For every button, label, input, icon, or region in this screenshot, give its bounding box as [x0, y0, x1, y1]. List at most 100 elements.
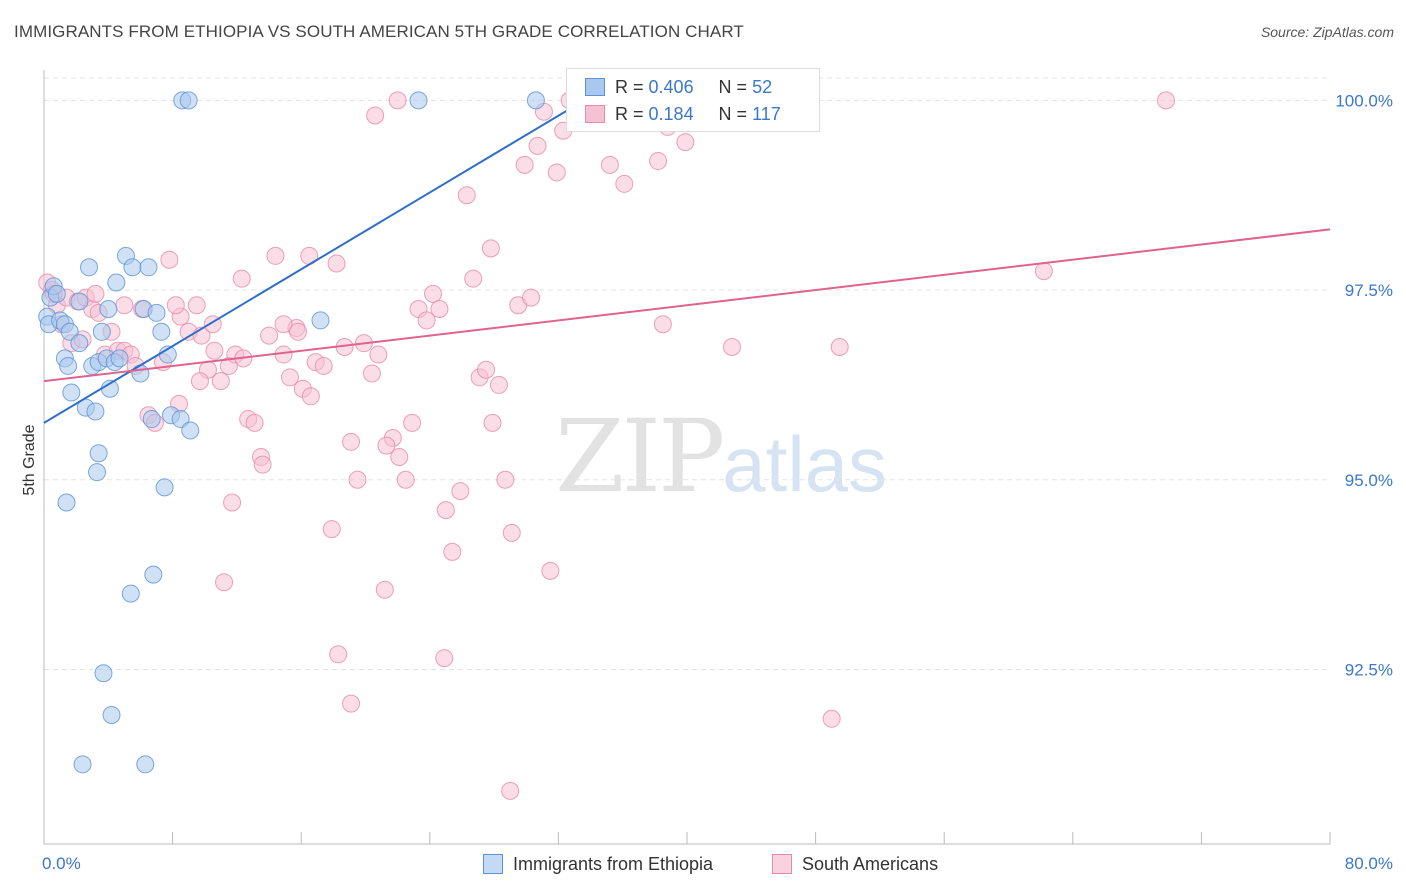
y-tick-label: 100.0% [1335, 91, 1393, 110]
point-south-americans [362, 364, 381, 383]
point-south-americans [1157, 91, 1176, 110]
point-south-americans [301, 387, 320, 406]
point-ethiopia [89, 444, 108, 463]
legend-row-south-americans: R = 0.184 N = 117 [585, 102, 781, 126]
point-south-americans [403, 413, 422, 432]
point-ethiopia [70, 292, 89, 311]
point-south-americans [496, 470, 515, 489]
bottom-legend-label-south-americans: South Americans [802, 853, 939, 874]
point-south-americans [388, 91, 407, 110]
bottom-legend-swatch-south-americans [772, 854, 792, 874]
point-south-americans [515, 155, 534, 174]
point-ethiopia [86, 402, 105, 421]
point-south-americans [390, 448, 409, 466]
point-south-americans [288, 322, 307, 341]
point-south-americans [266, 246, 285, 265]
point-south-americans [245, 413, 264, 432]
point-south-americans [676, 133, 695, 152]
point-south-americans [369, 345, 388, 364]
zipatlas-watermark: ZIPatlas [555, 398, 887, 515]
trendline-ethiopia [43, 99, 585, 424]
point-ethiopia [526, 91, 545, 110]
correlation-legend: R = 0.406 N = 52 R = 0.184 N = 117 [566, 68, 820, 132]
point-ethiopia [73, 755, 92, 774]
point-ethiopia [123, 258, 142, 277]
point-ethiopia [142, 410, 161, 429]
legend-r-label: R = [615, 76, 644, 97]
point-south-americans [1034, 262, 1053, 281]
point-ethiopia [99, 300, 118, 319]
legend-n-value: 117 [752, 103, 781, 124]
y-tick-label: 92.5% [1345, 660, 1393, 679]
point-ethiopia [62, 383, 81, 402]
point-ethiopia [409, 91, 428, 110]
legend-n-value: 52 [752, 76, 773, 97]
point-ethiopia [70, 334, 89, 353]
point-ethiopia [144, 565, 163, 584]
point-south-americans [822, 709, 841, 728]
point-south-americans [723, 337, 742, 356]
point-south-americans [483, 413, 502, 432]
point-south-americans [211, 372, 230, 391]
point-south-americans [489, 375, 508, 394]
point-south-americans [528, 136, 547, 155]
point-south-americans [436, 501, 455, 520]
point-south-americans [342, 694, 361, 713]
legend-swatch-ethiopia [585, 78, 605, 96]
point-ethiopia [110, 349, 129, 368]
point-south-americans [522, 288, 541, 307]
legend-r-value: 0.406 [648, 76, 694, 97]
watermark-zip: ZIP [555, 398, 725, 515]
point-south-americans [260, 326, 279, 345]
point-south-americans [457, 186, 476, 205]
legend-r-label: R = [615, 103, 644, 124]
point-south-americans [501, 781, 520, 800]
point-ethiopia [88, 463, 107, 482]
legend-swatch-south-americans [585, 105, 605, 123]
point-south-americans [417, 311, 436, 330]
legend-row-ethiopia: R = 0.406 N = 52 [585, 75, 772, 99]
point-south-americans [600, 155, 619, 174]
point-south-americans [435, 649, 454, 668]
trendline-south-americans [43, 228, 1331, 383]
point-south-americans [375, 580, 394, 599]
point-south-americans [430, 300, 449, 319]
point-south-americans [653, 315, 672, 334]
point-south-americans [232, 269, 251, 288]
point-south-americans [464, 269, 483, 288]
point-south-americans [377, 436, 396, 455]
y-tick-label: 97.5% [1345, 281, 1393, 300]
point-south-americans [205, 341, 224, 360]
point-ethiopia [47, 284, 66, 303]
point-south-americans [329, 645, 348, 664]
point-south-americans [481, 239, 500, 258]
bottom-legend-label-ethiopia: Immigrants from Ethiopia [513, 853, 714, 874]
point-south-americans [502, 523, 521, 542]
point-south-americans [443, 542, 462, 561]
point-south-americans [615, 174, 634, 193]
bottom-legend-south-americans: South Americans [772, 852, 938, 876]
point-ethiopia [311, 311, 330, 330]
point-south-americans [348, 470, 367, 489]
point-south-americans [274, 315, 293, 334]
point-south-americans [342, 432, 361, 451]
point-south-americans [327, 254, 346, 273]
point-ethiopia [181, 421, 200, 440]
point-south-americans [160, 250, 179, 269]
chart-title: IMMIGRANTS FROM ETHIOPIA VS SOUTH AMERIC… [14, 22, 744, 41]
point-ethiopia [179, 91, 198, 110]
point-south-americans [830, 337, 849, 356]
point-ethiopia [152, 322, 171, 341]
point-south-americans [366, 106, 385, 125]
point-ethiopia [139, 258, 158, 277]
point-south-americans [541, 561, 560, 580]
point-south-americans [115, 296, 134, 315]
point-south-americans [451, 482, 470, 501]
point-ethiopia [94, 664, 113, 683]
bottom-legend-ethiopia: Immigrants from Ethiopia [483, 852, 713, 876]
point-ethiopia [136, 755, 155, 774]
point-south-americans [314, 356, 333, 375]
legend-n-label: N = [718, 103, 748, 124]
point-south-americans [424, 284, 443, 303]
legend-n-label: N = [718, 76, 748, 97]
